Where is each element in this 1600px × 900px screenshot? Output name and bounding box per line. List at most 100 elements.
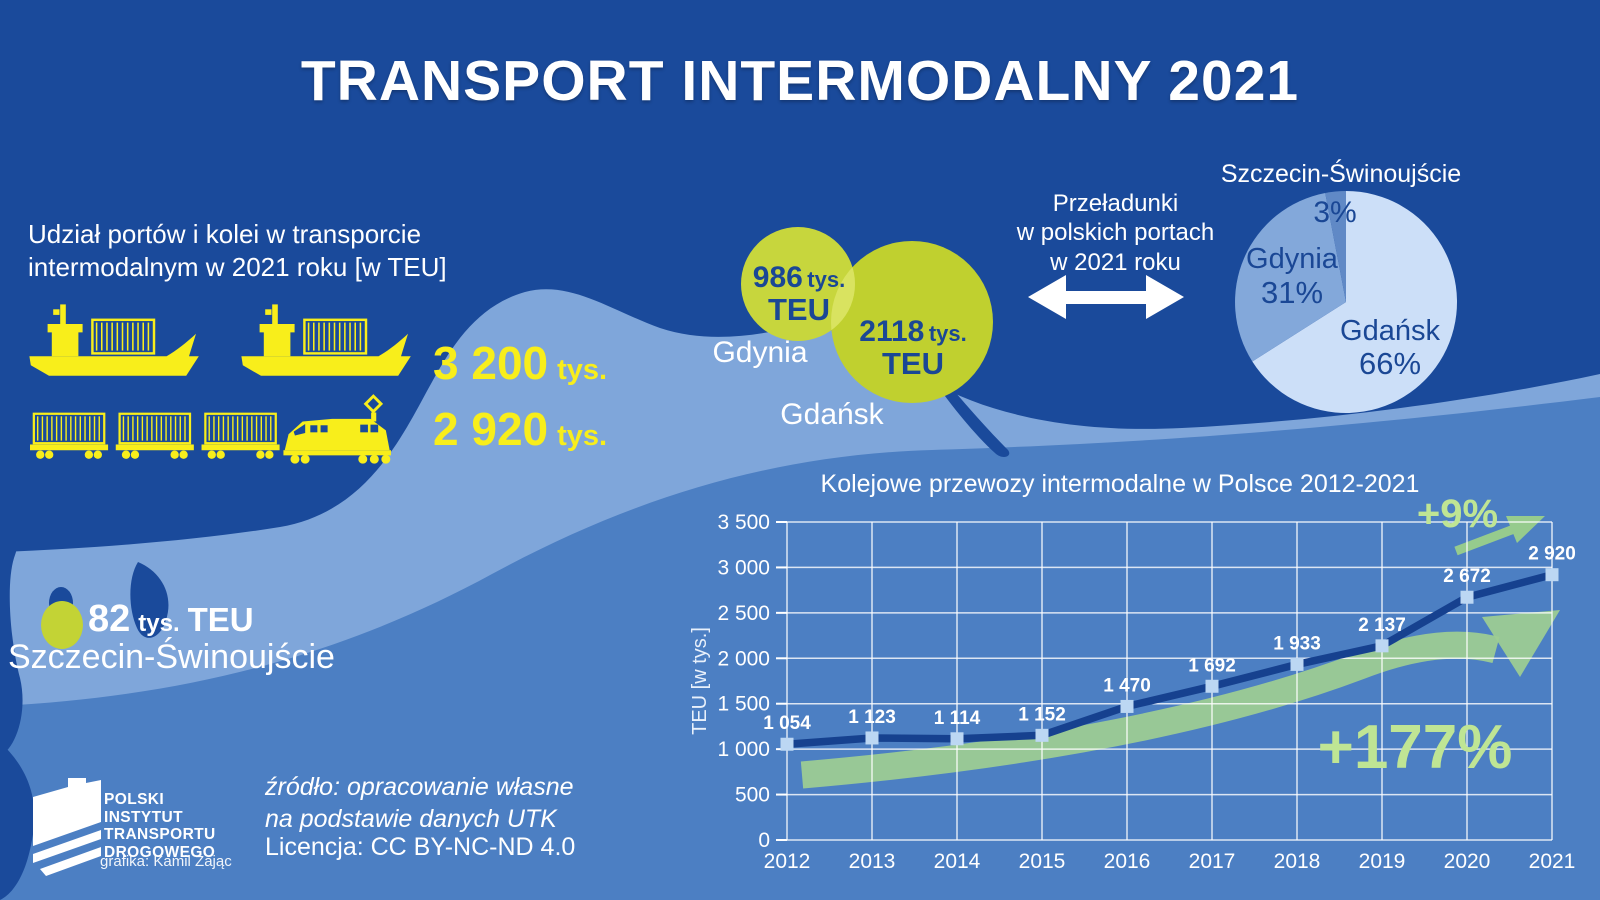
data-line (783, 570, 1556, 748)
coast-corner-detail (0, 742, 35, 900)
x-tick-label: 2013 (849, 850, 896, 873)
transshipment-caption: Przeładunki w polskich portach w 2021 ro… (1013, 189, 1218, 277)
data-marker (1205, 679, 1219, 693)
y-tick-label: 500 (735, 784, 770, 807)
data-label: 1 054 (763, 713, 811, 734)
gdynia-teu: TEU (768, 291, 830, 327)
ports-rail-heading-line1: Udział portów i kolei w transporcie (28, 219, 422, 249)
data-label: 1 470 (1103, 675, 1151, 696)
y-tick-label: 3 000 (717, 556, 770, 579)
pie-gdansk-percent: 66% (1358, 346, 1422, 381)
y-tick-label: 0 (758, 829, 770, 852)
gdynia-bubble (741, 227, 855, 341)
pie-slice-gdańsk (1252, 191, 1458, 413)
data-label: 1 692 (1188, 655, 1236, 676)
x-tick-label: 2015 (1019, 850, 1066, 873)
double-arrow-icon (1028, 275, 1184, 319)
x-tick-label: 2014 (934, 850, 981, 873)
gdansk-teu: TEU (882, 345, 944, 381)
data-label: 2 137 (1358, 615, 1406, 636)
x-tick-label: 2012 (764, 850, 811, 873)
rail-total-unit: tys. (557, 420, 608, 452)
szczecin-number: 82 (88, 598, 131, 640)
gdansk-unit: tys. (928, 321, 967, 346)
growth-annotation-total: +177% (1317, 713, 1513, 782)
transshipment-line3: w 2021 roku (1050, 248, 1181, 276)
transshipment-line2: w polskich portach (1016, 219, 1215, 247)
growth-annotation-short: +9% (1416, 492, 1499, 536)
x-tick-label: 2017 (1189, 850, 1236, 873)
y-tick-label: 2 500 (717, 602, 770, 625)
source-note: źródło: opracowanie własne na podstawie … (265, 772, 574, 835)
source-line2: na podstawie danych UTK (265, 804, 557, 833)
data-label: 1 123 (848, 707, 896, 728)
hel-peninsula-detail (932, 372, 1010, 457)
logo-line3: TRANSPORTU (104, 826, 216, 843)
szczecin-value: 82 tys. TEU (88, 598, 254, 641)
transshipment-line1: Przeładunki (1052, 190, 1179, 217)
logo-line4: DROGOWEGO (104, 843, 216, 861)
page-title: TRANSPORT INTERMODALNY 2021 (300, 49, 1300, 113)
ports-rail-heading: Udział portów i kolei w transporcie inte… (28, 218, 447, 283)
ship-icon (241, 304, 411, 376)
growth-swoosh-arrowhead (1482, 610, 1560, 677)
szczecin-unit: tys. (138, 610, 180, 637)
y-tick-label: 2 000 (717, 647, 770, 670)
x-tick-label: 2016 (1104, 850, 1151, 873)
data-label: 1 933 (1273, 633, 1321, 654)
data-marker (950, 732, 964, 746)
pie-slice-szczecin-świnoujście (1325, 191, 1346, 302)
data-marker (1120, 699, 1134, 713)
pitd-logo-text: POLSKI INSTYTUT TRANSPORTU DROGOWEGO (104, 791, 216, 861)
coast-river-detail (0, 430, 23, 756)
ports-total-unit: tys. (557, 354, 608, 386)
data-marker (865, 731, 879, 745)
gdynia-number: 986 (752, 261, 803, 294)
pie-gdynia-label: Gdynia (1246, 243, 1338, 275)
gdynia-bubble-value: 986 tys. TEU (733, 262, 865, 326)
graphics-credit: grafika: Kamil Zając (100, 853, 232, 870)
line-chart: 0 500 1 000 1 500 2 000 2 500 3 000 3 500 2012 20… (689, 511, 1576, 873)
logo-line1: POLSKI (104, 791, 165, 808)
source-line1: źródło: opracowanie własne (265, 773, 574, 801)
chart-title: Kolejowe przewozy intermodalne w Polsce … (820, 470, 1420, 498)
data-marker (780, 737, 794, 751)
data-label: 1 152 (1018, 704, 1066, 725)
szczecin-bubble (41, 601, 83, 649)
y-tick-label: 1 500 (717, 693, 770, 716)
data-marker (1290, 657, 1304, 671)
ports-total-value: 3 200 tys. (433, 336, 607, 390)
x-tick-label: 2018 (1274, 850, 1321, 873)
x-tick-label: 2021 (1529, 850, 1576, 873)
short-growth-arrow (1454, 524, 1516, 556)
license-note: Licencja: CC BY-NC-ND 4.0 (265, 833, 576, 861)
lagoon-detail (130, 562, 169, 638)
pitd-logo (33, 778, 101, 876)
rail-total-value: 2 920 tys. (433, 402, 607, 456)
y-tick-label: 1 000 (717, 738, 770, 761)
ports-rail-heading-line2: intermodalnym w 2021 roku [w TEU] (28, 251, 447, 282)
gdansk-bubble (831, 241, 993, 403)
x-tick-label: 2020 (1444, 850, 1491, 873)
ship-icon (29, 304, 199, 376)
gdansk-label: Gdańsk (780, 398, 884, 431)
pie-gdansk-label: Gdańsk (1340, 315, 1440, 347)
logo-line2: INSTYTUT (104, 808, 183, 826)
pie-slice-gdynia (1235, 193, 1346, 362)
data-marker (1375, 639, 1389, 653)
y-tick-label: 3 500 (717, 511, 770, 534)
data-label: 1 114 (934, 708, 981, 729)
data-marker (1035, 728, 1049, 742)
data-marker (1545, 568, 1559, 582)
data-label: 2 920 (1528, 544, 1576, 565)
gdynia-label: Gdynia (712, 336, 808, 369)
growth-swoosh-arrow (800, 631, 1500, 789)
szczecin-label: Szczecin-Świnoujście (8, 638, 335, 676)
gdansk-bubble-value: 2118 tys. TEU (843, 316, 983, 380)
x-tick-label: 2019 (1359, 850, 1406, 873)
szczecin-teu: TEU (187, 601, 254, 638)
data-label: 2 672 (1443, 566, 1491, 587)
pie-chart (1235, 191, 1458, 413)
data-marker (1460, 590, 1474, 604)
